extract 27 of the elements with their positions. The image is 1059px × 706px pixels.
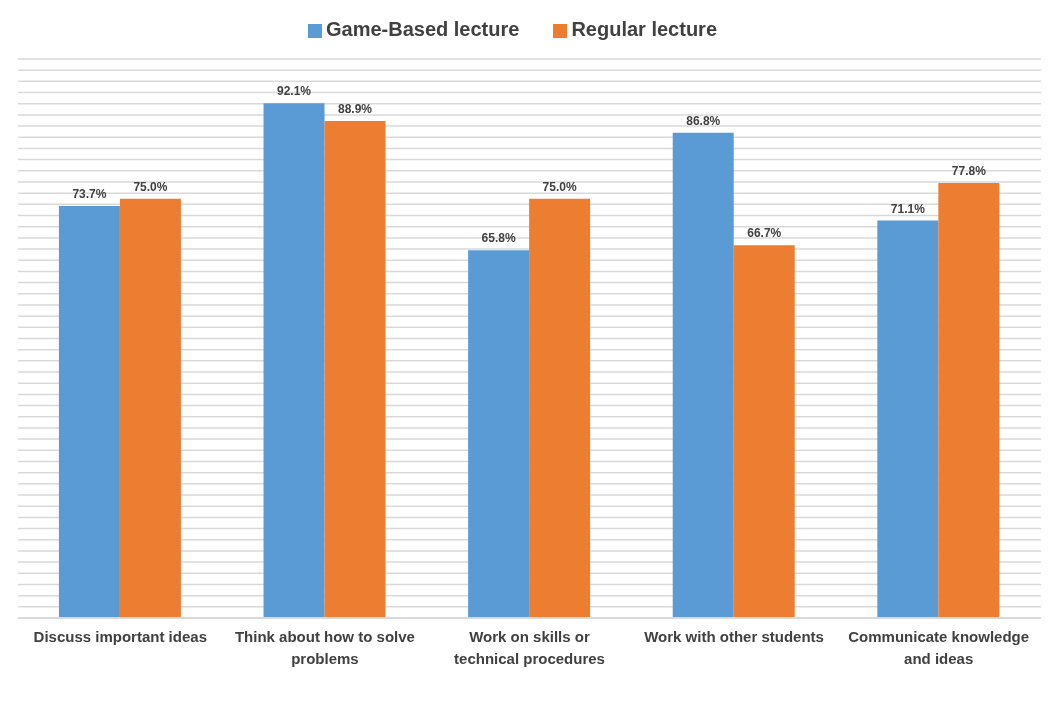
x-tick-label: Think about how to solve problems bbox=[234, 628, 415, 667]
data-label: 86.8% bbox=[686, 113, 721, 128]
x-tick-label: Work with other students bbox=[644, 628, 824, 645]
bar bbox=[877, 220, 939, 618]
data-label: 75.0% bbox=[542, 179, 577, 194]
x-tick-label: Discuss important ideas bbox=[33, 628, 207, 645]
data-label: 77.8% bbox=[951, 164, 987, 179]
legend-label: Regular lecture bbox=[571, 18, 718, 40]
bar bbox=[733, 245, 795, 618]
bar bbox=[58, 206, 120, 618]
bar bbox=[119, 198, 181, 618]
x-tick-label: Work on skills or technical procedures bbox=[454, 628, 605, 667]
data-label: 65.8% bbox=[481, 231, 516, 246]
bar bbox=[529, 198, 591, 618]
x-tick-label: Communicate knowledge and ideas bbox=[848, 628, 1030, 667]
data-label: 73.7% bbox=[72, 187, 107, 202]
data-label: 92.1% bbox=[277, 84, 312, 99]
data-label: 75.0% bbox=[133, 179, 168, 194]
bar bbox=[324, 121, 386, 618]
bar bbox=[468, 250, 530, 618]
data-label: 66.7% bbox=[747, 226, 782, 241]
legend-label: Game-Based lecture bbox=[325, 18, 520, 40]
bar bbox=[938, 183, 1000, 618]
bar bbox=[672, 132, 734, 618]
bar bbox=[263, 103, 325, 618]
data-label: 88.9% bbox=[338, 102, 373, 117]
data-label: 71.1% bbox=[890, 201, 926, 216]
